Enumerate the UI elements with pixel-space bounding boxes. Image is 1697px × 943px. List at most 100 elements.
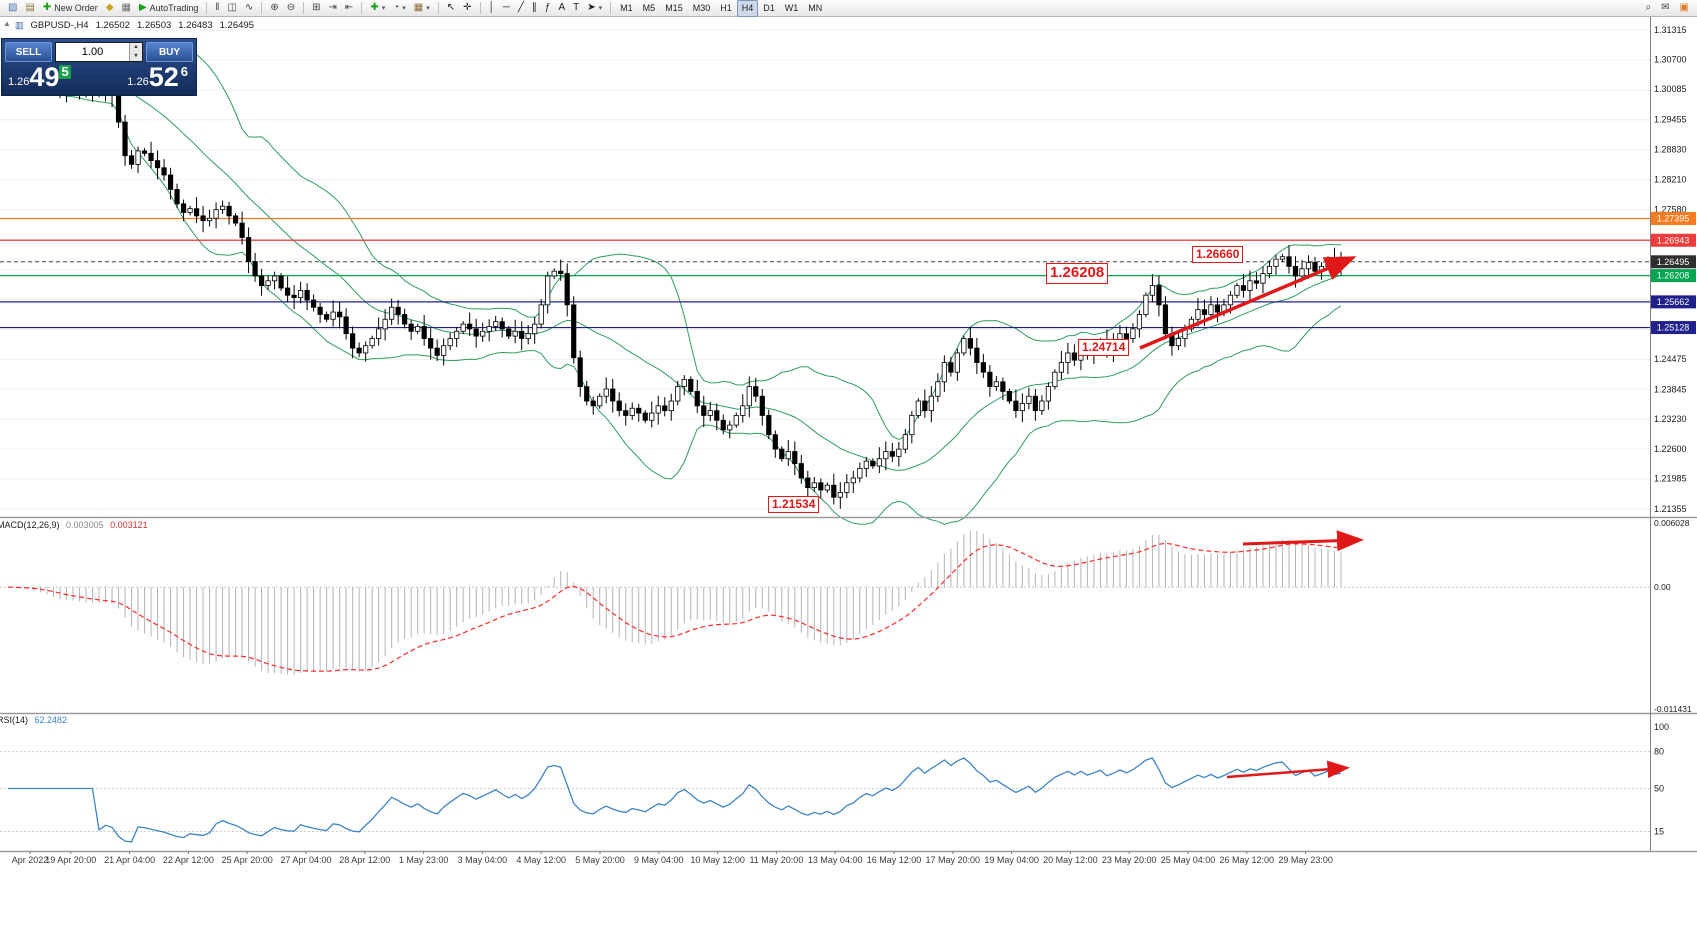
panel-frame (0, 17, 1697, 853)
candle-body (590, 400, 596, 407)
volume-decrease-button[interactable]: ▼ (130, 52, 142, 61)
timeframe-m30-button[interactable]: M30 (692, 3, 711, 13)
volume-input[interactable] (56, 43, 129, 61)
text-label-tool-button[interactable]: T (569, 0, 583, 17)
templates-button[interactable]: ▦ ▾ (410, 0, 434, 17)
candle-body (441, 345, 447, 356)
time-axis-label: 29 May 23:00 (1278, 855, 1333, 865)
zoom-in-icon-glyph-icon: ⊕ (270, 2, 279, 13)
community-icon[interactable]: ▣ (1676, 0, 1693, 17)
ohlc-close: 1.26495 (219, 20, 254, 31)
candle-body (1266, 265, 1273, 274)
candle-body (285, 287, 291, 296)
search-icon[interactable]: ⌕ (1642, 0, 1656, 17)
timeframe-h1-button[interactable]: H1 (720, 3, 732, 13)
toolbar-separator (479, 2, 481, 14)
candles-layer[interactable] (11, 52, 1344, 509)
vertical-line-tool-button[interactable]: │ (485, 0, 499, 17)
autotrading-button[interactable]: ▶ AutoTrading (135, 0, 202, 17)
candle-body (961, 338, 967, 354)
timeframe-h4-button[interactable]: H4 (736, 0, 759, 17)
chart-shift-icon[interactable]: ⇤ (341, 0, 357, 17)
line-chart-icon[interactable]: ∿ (241, 0, 257, 17)
periods-button[interactable]: ◔ ▾ (389, 0, 410, 17)
buy-price[interactable]: 1.26 52 6 (127, 64, 190, 91)
price-annotation[interactable]: 1.24714 (1078, 339, 1130, 356)
new-chart-icon[interactable]: ▧ (4, 0, 21, 17)
price-annotation[interactable]: 1.26660 (1192, 246, 1244, 263)
price-marker-box (1651, 212, 1696, 226)
sell-button[interactable]: SELL (5, 42, 52, 62)
auto-scroll-icon[interactable]: ⇥ (325, 0, 341, 17)
profiles-icon[interactable]: ▤ (21, 0, 38, 17)
bar-chart-icon[interactable]: ‖ (211, 0, 223, 17)
fibonacci-tool-button[interactable]: ƒ (541, 0, 555, 17)
chart-symbol-header: ▥ GBPUSD-,H4 1.26502 1.26503 1.26483 1.2… (15, 20, 254, 31)
sell-price[interactable]: 1.26 49 5 (8, 64, 71, 91)
templates-glyph-icon: ▦ (413, 2, 424, 13)
trendline-tool-button[interactable]: ╱ (514, 0, 528, 17)
cursor-tool-button[interactable]: ↖ (443, 0, 459, 17)
rsi-indicator-label: RSI(14) 62.2482 (0, 715, 67, 725)
candle-body (818, 482, 824, 491)
candle-body (785, 451, 791, 460)
metaeditor-icon[interactable]: ◆ (102, 0, 118, 17)
toolbar-separator (261, 2, 263, 14)
timeframe-m15-button[interactable]: M15 (665, 3, 683, 13)
new-chart-icon-glyph-icon: ▧ (8, 2, 18, 13)
channel-tool-glyph-icon: ∥ (531, 2, 537, 13)
tile-windows-icon[interactable]: ⊞ (308, 0, 324, 17)
zoom-out-icon[interactable]: ⊖ (283, 0, 299, 17)
horizontal-level-lines[interactable] (0, 217, 1650, 329)
toolbar-separator (303, 2, 305, 14)
zoom-in-icon[interactable]: ⊕ (266, 0, 282, 17)
cursor-tool-glyph-icon: ↖ (446, 2, 456, 13)
candle-body (1065, 352, 1071, 363)
horizontal-line-tool-button[interactable]: ─ (499, 0, 514, 17)
price-axis-label: 1.30700 (1654, 55, 1687, 65)
terminal-icon[interactable]: ▦ (118, 0, 135, 17)
channel-tool-button[interactable]: ∥ (528, 0, 541, 17)
arrows-tool-button[interactable]: ➤ ▾ (583, 0, 606, 17)
new-order-button[interactable]: ✚ New Order (39, 0, 102, 17)
chevron-down-icon: ▾ (402, 5, 406, 12)
sell-price-prefix: 1.26 (8, 75, 30, 88)
price-annotation[interactable]: 1.26208 (1046, 263, 1109, 284)
candle-body (193, 208, 200, 217)
trend-arrows[interactable] (1139, 256, 1364, 779)
chat-icon[interactable]: ✉ (1657, 0, 1673, 17)
one-click-collapse-toggle[interactable]: ▲ (3, 19, 11, 28)
candle-body (376, 328, 382, 339)
candlestick-chart-icon[interactable]: ◫ (224, 0, 241, 17)
candle-body (766, 415, 772, 436)
candle-body (870, 460, 876, 467)
price-chart-canvas[interactable]: 1.31315 1.30700 1.30085 1.29455 1.28830 1.282… (0, 17, 1697, 943)
timeframe-d1-button[interactable]: D1 (763, 3, 775, 13)
candle-body (1052, 371, 1058, 388)
timeframe-w1-button[interactable]: W1 (784, 3, 799, 13)
candle-body (577, 357, 583, 388)
timeframe-m1-button[interactable]: M1 (620, 3, 633, 13)
candle-body (603, 388, 609, 397)
ohlc-low: 1.26483 (178, 20, 213, 31)
ohlc-high: 1.26503 (136, 20, 172, 31)
time-axis-label: 5 May 20:00 (575, 855, 625, 865)
candle-body (239, 222, 245, 238)
volume-increase-button[interactable]: ▲ (130, 43, 142, 52)
crosshair-tool-button[interactable]: ✛ (459, 0, 475, 17)
buy-button[interactable]: BUY (146, 42, 193, 62)
candle-body (454, 330, 460, 339)
candle-body (993, 381, 999, 388)
rsi-name: RSI(14) (0, 715, 29, 725)
timeframe-m5-button[interactable]: M5 (642, 3, 656, 13)
candle-body (408, 323, 414, 332)
price-annotation[interactable]: 1.21534 (768, 496, 820, 513)
macd-main-value: 0.003005 (66, 520, 104, 530)
profiles-icon-glyph-icon: ▤ (25, 2, 35, 13)
indicators-button[interactable]: ✚ ▾ (366, 0, 389, 17)
price-marker-box (1651, 295, 1696, 309)
timeframe-mn-button[interactable]: MN (808, 3, 823, 13)
candle-body (837, 492, 843, 498)
text-tool-button[interactable]: A (554, 0, 569, 17)
candle-body (395, 306, 401, 315)
